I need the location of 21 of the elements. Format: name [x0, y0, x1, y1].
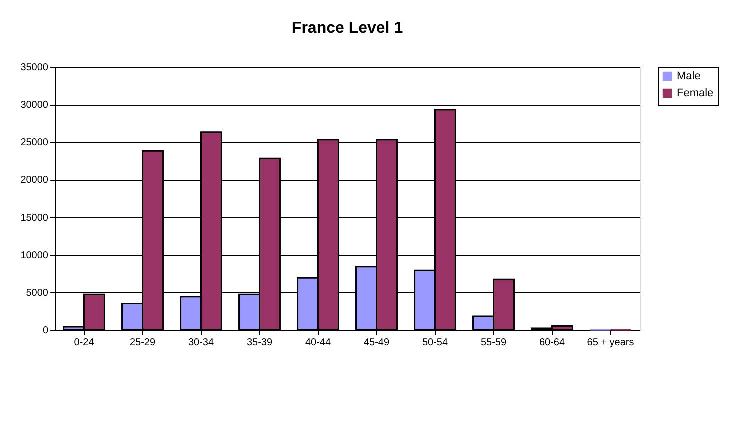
x-tick-label: 50-54 [422, 338, 448, 348]
x-tick-label: 55-59 [480, 338, 507, 348]
y-tick-label: 30000 [20, 100, 49, 112]
x-tick-label: 65 + years [587, 338, 634, 348]
y-tick-label: 25000 [20, 138, 49, 149]
x-tick-label: 40-44 [305, 338, 332, 348]
chart-title: France Level 1 [292, 20, 404, 37]
y-tick-label: 35000 [20, 62, 49, 74]
x-tick-label: 25-29 [130, 338, 156, 348]
x-tick-label: 35-39 [246, 338, 273, 348]
x-tick-label: 45-49 [364, 338, 390, 348]
legend-label: Female [677, 88, 714, 100]
y-tick-label: 15000 [20, 212, 49, 224]
y-tick-label: 5000 [26, 288, 49, 299]
y-tick-label: 0 [42, 326, 49, 336]
x-tick-label: 60-64 [539, 338, 566, 348]
y-tick-label: 10000 [20, 250, 49, 262]
x-tick-label: 0-24 [74, 338, 95, 348]
legend-label: Male [677, 70, 701, 82]
x-tick-label: 30-34 [188, 338, 214, 348]
y-tick-label: 20000 [20, 175, 49, 186]
